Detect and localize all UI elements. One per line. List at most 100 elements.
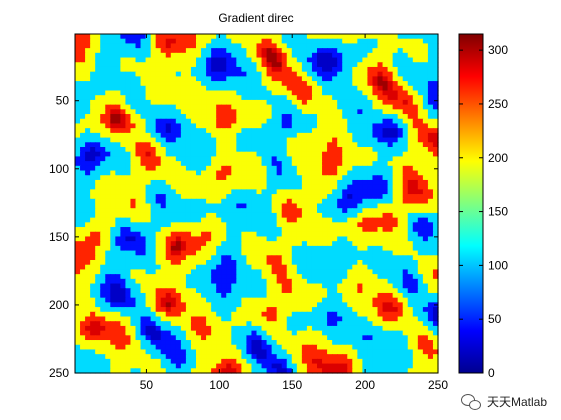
heatmap-cell xyxy=(115,236,121,242)
heatmap-cell xyxy=(160,43,167,49)
heatmap-cell xyxy=(140,114,147,120)
heatmap-cell xyxy=(196,95,202,101)
heatmap-cell xyxy=(196,250,202,256)
heatmap-cell xyxy=(256,34,263,40)
heatmap-cell xyxy=(221,349,227,355)
heatmap-cell xyxy=(110,62,116,68)
heatmap-cell xyxy=(281,245,288,252)
heatmap-cell xyxy=(397,236,404,242)
heatmap-cell xyxy=(342,165,348,172)
heatmap-cell xyxy=(337,236,343,242)
heatmap-cell xyxy=(160,104,167,110)
heatmap-cell xyxy=(211,34,217,40)
heatmap-cell xyxy=(407,109,414,115)
heatmap-cell xyxy=(271,132,278,139)
heatmap-cell xyxy=(261,292,268,299)
heatmap-cell xyxy=(286,109,293,115)
heatmap-cell xyxy=(145,292,152,299)
heatmap-cell xyxy=(216,236,222,242)
heatmap-cell xyxy=(286,198,293,205)
heatmap-cell xyxy=(311,137,318,143)
heatmap-cell xyxy=(110,354,116,360)
heatmap-cell xyxy=(382,90,389,96)
heatmap-cell xyxy=(322,85,328,92)
heatmap-cell xyxy=(301,321,308,327)
heatmap-cell xyxy=(231,128,237,134)
heatmap-cell xyxy=(296,307,303,313)
heatmap-cell xyxy=(175,109,182,115)
heatmap-cell xyxy=(306,302,313,308)
heatmap-cell xyxy=(145,245,152,252)
heatmap-cell xyxy=(190,354,197,360)
heatmap-cell xyxy=(226,255,232,261)
heatmap-cell xyxy=(155,194,162,200)
heatmap-cell xyxy=(90,302,96,308)
heatmap-cell xyxy=(352,241,358,247)
heatmap-cell xyxy=(352,34,358,40)
heatmap-cell xyxy=(105,212,111,219)
heatmap-cell xyxy=(367,132,374,139)
heatmap-cell xyxy=(301,302,308,308)
heatmap-cell xyxy=(281,179,288,186)
heatmap-cell xyxy=(175,165,182,172)
heatmap-cell xyxy=(276,156,283,162)
heatmap-cell xyxy=(130,43,137,49)
heatmap-cell xyxy=(216,278,222,285)
heatmap-cell xyxy=(150,260,157,266)
heatmap-cell xyxy=(342,231,348,238)
heatmap-cell xyxy=(276,297,283,303)
heatmap-cell xyxy=(291,34,298,40)
heatmap-cell xyxy=(95,142,101,148)
heatmap-cell xyxy=(206,278,212,285)
heatmap-cell xyxy=(115,161,121,167)
heatmap-cell xyxy=(85,57,91,63)
heatmap-cell xyxy=(296,245,303,252)
heatmap-cell xyxy=(306,307,313,313)
heatmap-cell xyxy=(201,222,207,228)
heatmap-cell xyxy=(311,297,318,303)
heatmap-cell xyxy=(90,66,96,73)
heatmap-cell xyxy=(342,76,348,82)
heatmap-cell xyxy=(196,335,202,341)
heatmap-cell xyxy=(347,81,353,87)
heatmap-cell xyxy=(301,38,308,45)
heatmap-cell xyxy=(392,321,399,327)
heatmap-cell xyxy=(160,212,167,219)
heatmap-cell xyxy=(216,212,222,219)
heatmap-cell xyxy=(150,104,157,110)
heatmap-cell xyxy=(140,231,147,238)
heatmap-cell xyxy=(291,43,298,49)
heatmap-cell xyxy=(397,330,404,336)
heatmap-cell xyxy=(402,76,409,82)
heatmap-cell xyxy=(281,349,288,355)
heatmap-cell xyxy=(347,48,353,54)
heatmap-cell xyxy=(342,264,348,271)
heatmap-cell xyxy=(251,325,258,332)
heatmap-cell xyxy=(95,311,101,318)
heatmap-cell xyxy=(165,288,172,294)
heatmap-cell xyxy=(246,250,253,256)
heatmap-cell xyxy=(170,48,177,54)
heatmap-cell xyxy=(422,161,429,167)
heatmap-cell xyxy=(95,245,101,252)
heatmap-cell xyxy=(211,52,217,59)
heatmap-cell xyxy=(150,292,157,299)
heatmap-cell xyxy=(281,189,288,195)
heatmap-cell xyxy=(125,354,132,360)
heatmap-cell xyxy=(140,123,147,129)
heatmap-cell xyxy=(221,156,227,162)
heatmap-cell xyxy=(95,99,101,106)
heatmap-cell xyxy=(251,76,258,82)
heatmap-cell xyxy=(311,147,318,153)
heatmap-cell xyxy=(311,344,318,351)
heatmap-cell xyxy=(417,132,424,139)
heatmap-cell xyxy=(261,184,268,190)
heatmap-cell xyxy=(100,175,106,181)
heatmap-cell xyxy=(226,325,232,332)
heatmap-cell xyxy=(145,85,152,92)
heatmap-cell xyxy=(352,184,358,190)
heatmap-cell xyxy=(322,132,328,139)
heatmap-cell xyxy=(291,52,298,59)
heatmap-cell xyxy=(85,245,91,252)
heatmap-cell xyxy=(135,99,142,106)
